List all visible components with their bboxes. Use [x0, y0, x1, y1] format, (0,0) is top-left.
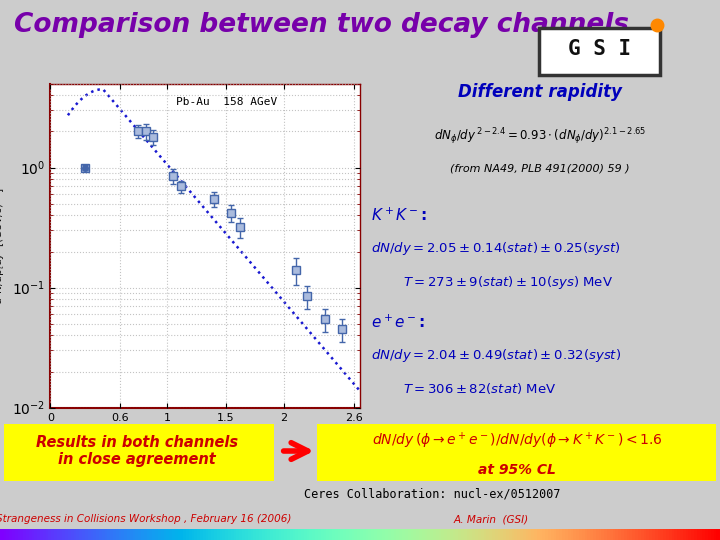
Text: $T = 273\pm 9(stat)\pm10(sys)$ MeV: $T = 273\pm 9(stat)\pm10(sys)$ MeV: [403, 274, 613, 291]
Text: $e^+e^-$:: $e^+e^-$:: [371, 314, 425, 331]
FancyBboxPatch shape: [539, 28, 660, 75]
Text: Comparison between two decay channels: Comparison between two decay channels: [14, 12, 629, 38]
Text: G S I: G S I: [568, 39, 631, 59]
Text: at 95% CL: at 95% CL: [478, 463, 556, 477]
FancyBboxPatch shape: [317, 424, 716, 481]
Text: A. Marin  (GSI): A. Marin (GSI): [454, 515, 528, 524]
Text: $dN/dy\,(\phi{\rightarrow}e^+e^-)/dN/dy(\phi{\rightarrow}K^+ K^-)<1.6$: $dN/dy\,(\phi{\rightarrow}e^+e^-)/dN/dy(…: [372, 431, 662, 451]
Text: Results in both channels
in close agreement: Results in both channels in close agreem…: [36, 435, 238, 467]
Text: $dN/dy=2.04\pm0.49(stat)\pm0.32(syst)$: $dN/dy=2.04\pm0.49(stat)\pm0.32(syst)$: [371, 347, 621, 365]
Text: $K^+K^-$:: $K^+K^-$:: [371, 207, 427, 224]
FancyBboxPatch shape: [4, 424, 274, 481]
Text: $T = 306 \pm 82(stat)$ MeV: $T = 306 \pm 82(stat)$ MeV: [403, 381, 557, 396]
Text: Ceres Collaboration: nucl-ex/0512007: Ceres Collaboration: nucl-ex/0512007: [304, 488, 560, 501]
Text: Different rapidity: Different rapidity: [458, 83, 622, 101]
Text: $dN/dy=2.05\pm0.14(stat)\pm0.25(syst)$: $dN/dy=2.05\pm0.14(stat)\pm0.25(syst)$: [371, 240, 620, 257]
Y-axis label: d$^{2}$N/dp$_t$dy  [(GeV/c)$^{-1}$]: d$^{2}$N/dp$_t$dy [(GeV/c)$^{-1}$]: [0, 187, 6, 305]
Text: Pb-Au  158 AGeV: Pb-Au 158 AGeV: [176, 97, 277, 107]
Text: Strangeness in Collisions Workshop , February 16 (2006): Strangeness in Collisions Workshop , Feb…: [0, 515, 292, 524]
Text: $dN_\phi/dy^{\,2-2.4}=0.93\cdot(dN_\phi/dy)^{2.1-2.65}$: $dN_\phi/dy^{\,2-2.4}=0.93\cdot(dN_\phi/…: [433, 126, 647, 147]
X-axis label: p$_t$  (GeV/c): p$_t$ (GeV/c): [168, 428, 243, 445]
Text: (from NA49, PLB 491(2000) 59 ): (from NA49, PLB 491(2000) 59 ): [450, 163, 630, 173]
